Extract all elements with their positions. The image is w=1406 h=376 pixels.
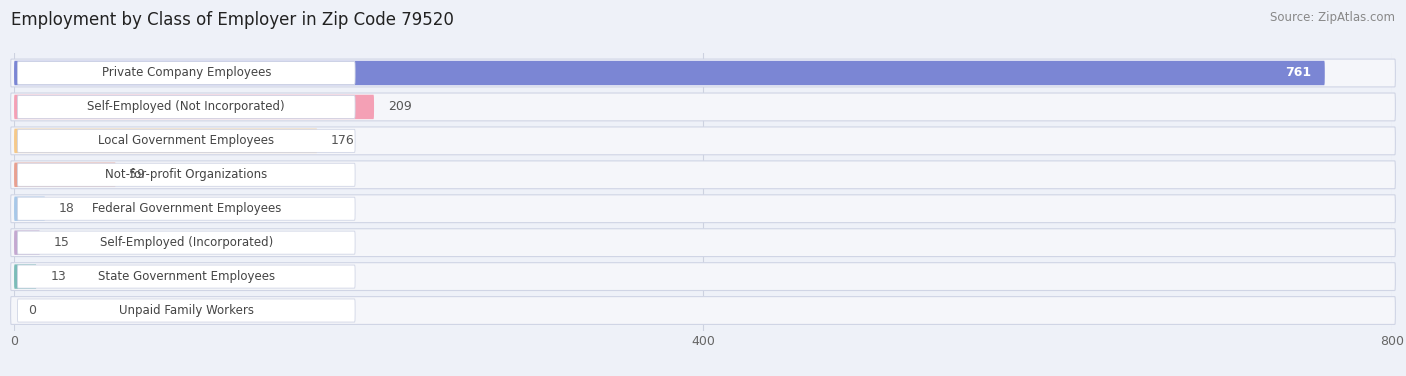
- Text: Private Company Employees: Private Company Employees: [101, 67, 271, 79]
- FancyBboxPatch shape: [17, 163, 356, 186]
- FancyBboxPatch shape: [14, 197, 45, 221]
- Text: Self-Employed (Not Incorporated): Self-Employed (Not Incorporated): [87, 100, 285, 114]
- Text: Local Government Employees: Local Government Employees: [98, 134, 274, 147]
- FancyBboxPatch shape: [11, 59, 1395, 87]
- FancyBboxPatch shape: [14, 61, 1324, 85]
- Text: 13: 13: [51, 270, 66, 283]
- Text: Source: ZipAtlas.com: Source: ZipAtlas.com: [1270, 11, 1395, 24]
- FancyBboxPatch shape: [17, 231, 356, 254]
- Text: Employment by Class of Employer in Zip Code 79520: Employment by Class of Employer in Zip C…: [11, 11, 454, 29]
- FancyBboxPatch shape: [17, 129, 356, 152]
- FancyBboxPatch shape: [14, 129, 318, 153]
- FancyBboxPatch shape: [17, 96, 356, 118]
- FancyBboxPatch shape: [17, 61, 356, 85]
- Text: Unpaid Family Workers: Unpaid Family Workers: [118, 304, 254, 317]
- Text: 176: 176: [330, 134, 354, 147]
- FancyBboxPatch shape: [11, 297, 1395, 324]
- Text: Federal Government Employees: Federal Government Employees: [91, 202, 281, 215]
- Text: Not-for-profit Organizations: Not-for-profit Organizations: [105, 168, 267, 181]
- FancyBboxPatch shape: [14, 230, 39, 255]
- Text: 761: 761: [1285, 67, 1310, 79]
- FancyBboxPatch shape: [11, 195, 1395, 223]
- Text: Self-Employed (Incorporated): Self-Employed (Incorporated): [100, 236, 273, 249]
- FancyBboxPatch shape: [11, 127, 1395, 155]
- Text: State Government Employees: State Government Employees: [98, 270, 274, 283]
- Text: 209: 209: [388, 100, 412, 114]
- FancyBboxPatch shape: [11, 263, 1395, 291]
- FancyBboxPatch shape: [17, 265, 356, 288]
- Text: 59: 59: [129, 168, 145, 181]
- FancyBboxPatch shape: [14, 264, 37, 289]
- FancyBboxPatch shape: [17, 197, 356, 220]
- FancyBboxPatch shape: [14, 162, 115, 187]
- FancyBboxPatch shape: [11, 161, 1395, 189]
- Text: 18: 18: [59, 202, 75, 215]
- FancyBboxPatch shape: [14, 95, 374, 119]
- Text: 0: 0: [28, 304, 35, 317]
- FancyBboxPatch shape: [17, 299, 356, 322]
- Text: 15: 15: [53, 236, 69, 249]
- FancyBboxPatch shape: [11, 93, 1395, 121]
- FancyBboxPatch shape: [11, 229, 1395, 256]
